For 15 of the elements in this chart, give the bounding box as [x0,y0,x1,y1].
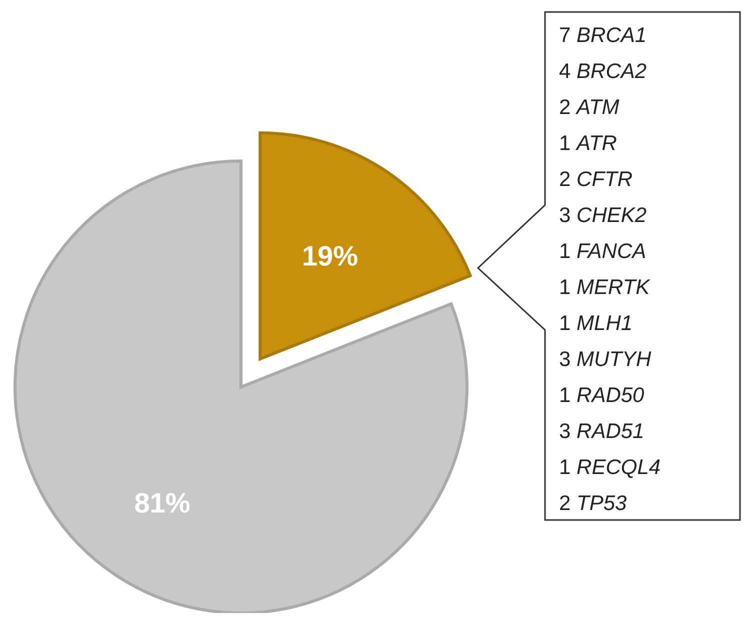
text: 1 FANCA [559,240,646,263]
text: 1 MERTK [559,276,651,299]
text: 3 CHEK2 [559,204,647,227]
text: 1 MLH1 [559,312,633,335]
text: 1 RECQL4 [559,456,661,479]
data-label: 19% [302,240,358,272]
text: 1 RAD50 [559,384,645,407]
text: 1 ATR [559,132,617,155]
text: 2 CFTR [559,168,633,191]
text: 7 BRCA1 [559,24,647,47]
text: 3 MUTYH [559,348,652,371]
text: 2 TP53 [559,492,628,515]
text: 2 ATM [559,96,620,119]
text: 4 BRCA2 [559,60,647,83]
text: 3 RAD51 [559,420,644,443]
